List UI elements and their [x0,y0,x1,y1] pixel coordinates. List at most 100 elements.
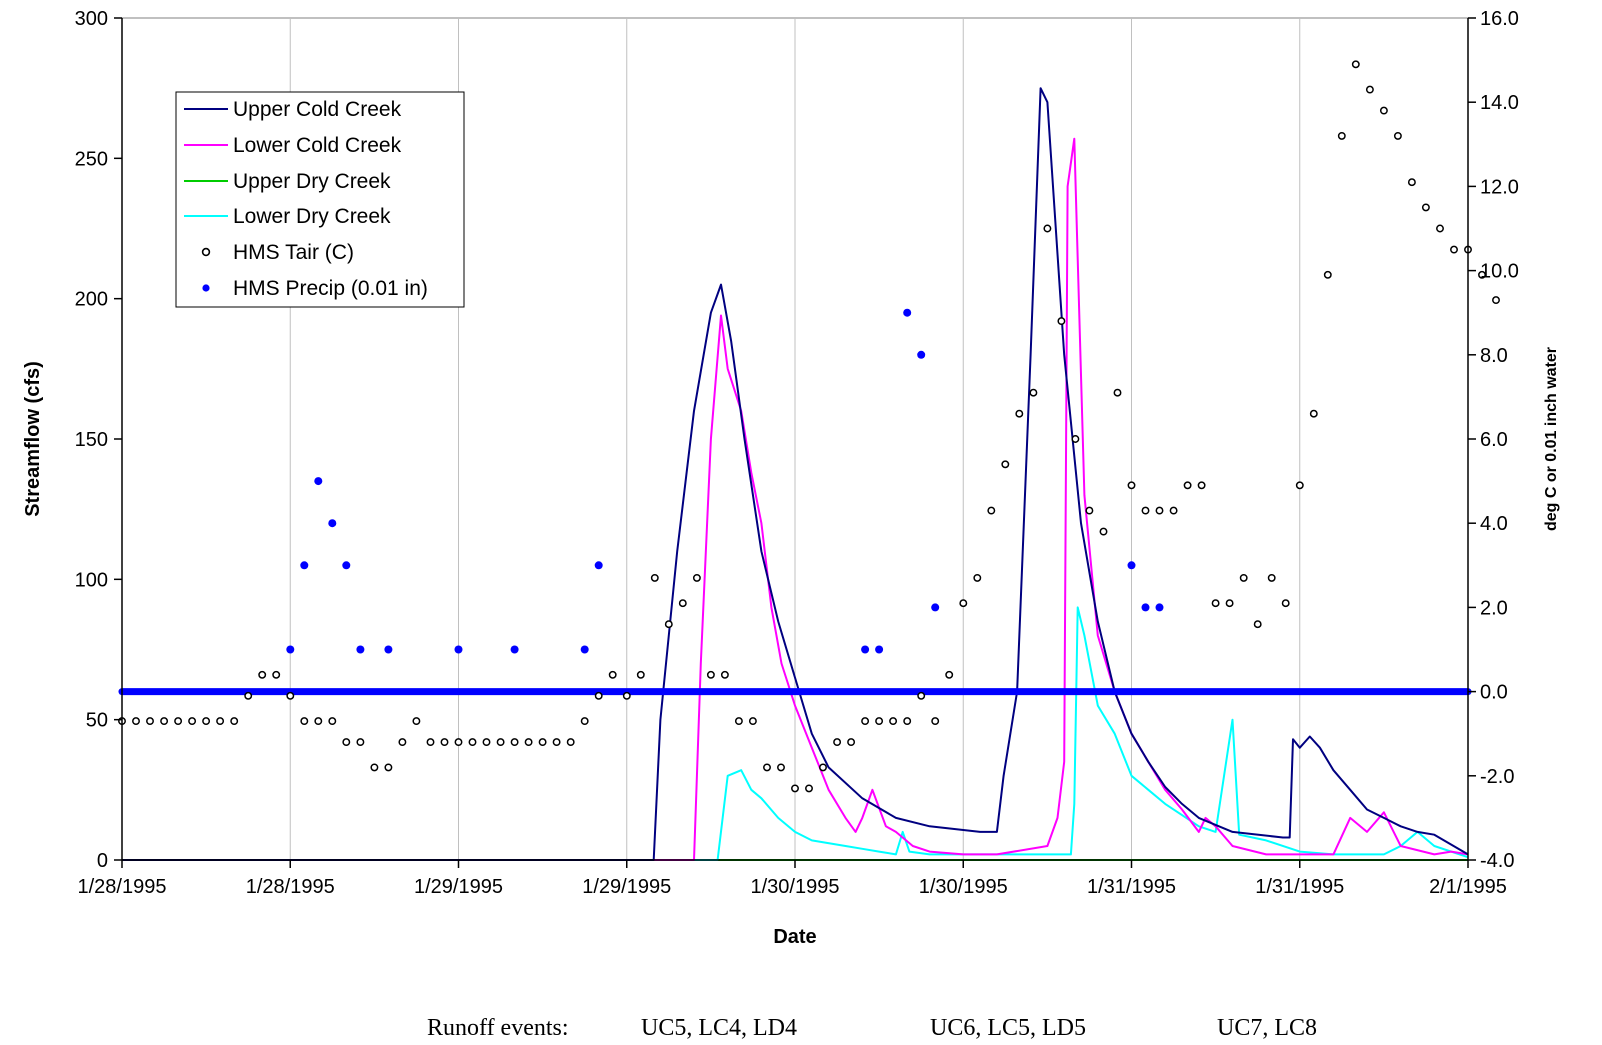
x-axis-title: Date [773,926,816,948]
tair-point [1407,178,1416,187]
runoff-event-3: UC7, LC8 [1217,1015,1317,1041]
tair-point [468,738,477,747]
x-tick-label: 2/1/1995 [1429,876,1507,898]
y2-tick-label: 14.0 [1480,92,1519,114]
legend-label-lower-dry-creek: Lower Dry Creek [233,205,391,228]
precip-point [917,350,926,359]
y2-tick-label: 4.0 [1480,513,1508,535]
y2-tick-label: -2.0 [1480,766,1514,788]
tair-point [1450,245,1458,254]
precip-point [454,645,463,654]
legend-label-lower-cold-creek: Lower Cold Creek [233,134,402,157]
y-tick-label: 250 [75,148,108,170]
tair-point [1281,599,1290,608]
tair-point [202,717,211,726]
x-tick-label: 1/28/1995 [78,876,167,898]
x-tick-label: 1/30/1995 [751,876,840,898]
runoff-events-footer: Runoff events: UC5, LC4, LD4 UC6, LC5, L… [427,1015,1317,1041]
x-tick-label: 1/31/1995 [1087,876,1176,898]
tair-point [931,717,940,726]
tair-point [1379,106,1388,115]
legend-marker-hms-tair [201,247,211,257]
precip-point [931,603,940,612]
tair-point [132,717,140,726]
tair-point [678,599,687,608]
y2-tick-label: 0.0 [1480,682,1508,704]
tair-point [791,784,799,793]
tair-point [524,738,533,747]
tair-point [720,670,729,679]
tair-point [805,784,813,793]
tair-point [286,691,295,700]
lower-cold-creek-line [122,137,1469,861]
tair-point [1211,599,1220,608]
y-tick-label: 150 [75,429,108,451]
tair-point [650,573,659,582]
precip-point [342,561,351,570]
tair-point [847,738,856,747]
y2-tick-label: 6.0 [1480,429,1508,451]
x-tick-label: 1/28/1995 [246,876,335,898]
y-axis-title: Streamflow (cfs) [22,361,44,517]
tair-point [1197,481,1206,490]
tair-point [1393,131,1402,140]
tair-point [945,670,954,679]
y-tick-label: 50 [86,710,108,732]
x-tick-label: 1/29/1995 [582,876,671,898]
tair-point [146,717,154,726]
precip-point [300,561,309,570]
tair-point [1309,409,1318,418]
tair-point [1099,527,1108,536]
precip-point [314,477,323,486]
tair-point [188,717,197,726]
tair-point [580,717,589,726]
tair-point [1113,388,1122,397]
precip-point [1127,561,1136,570]
tair-point [1492,296,1500,305]
tair-point [1337,131,1346,140]
precip-point [286,645,295,654]
precip-point [1155,603,1164,612]
y2-tick-label: 2.0 [1480,597,1508,619]
precip-point [875,645,884,654]
precip-point [510,645,519,654]
tair-point [987,506,996,515]
tair-point [538,738,547,747]
legend-box [175,91,465,308]
precip-point [384,645,393,654]
tair-point [1043,224,1052,233]
axes: 0 50 100 150 200 250 300 -4.0 -2.0 0.0 2.0 4.0 6.0 8.… [75,8,1519,898]
x-tick-label: 1/29/1995 [414,876,503,898]
series-layer [118,60,1500,861]
tair-point [230,717,239,726]
y-tick-label: 300 [75,8,108,30]
tair-point [917,691,926,700]
tair-point [398,738,407,747]
tair-point [1071,435,1080,443]
tair-point [272,670,281,679]
legend: Upper Cold Creek Lower Cold Creek Upper … [175,91,465,308]
runoff-event-1: UC5, LC4, LD4 [641,1015,797,1041]
tair-point [356,738,365,747]
tair-point [1127,481,1136,490]
tair-point [384,763,393,772]
tair-point [1169,506,1178,515]
y2-axis-title: deg C or 0.01 inch water [1543,347,1560,531]
tair-point [1155,506,1164,515]
legend-label-upper-cold-creek: Upper Cold Creek [233,98,402,121]
tair-point [1029,388,1038,397]
y-tick-label: 200 [75,289,108,311]
tair-point [748,717,757,726]
tair-point [370,763,379,772]
tair-point [833,738,842,747]
tair-point [510,738,519,747]
y2-tick-label: 16.0 [1480,8,1519,30]
y2-tick-label: 10.0 [1480,261,1519,283]
tair-point [819,763,827,772]
precip-point [1141,603,1150,612]
tair-point [706,670,715,679]
precip-point [356,645,365,654]
runoff-events-label: Runoff events: [427,1015,569,1041]
tair-point [566,738,575,747]
